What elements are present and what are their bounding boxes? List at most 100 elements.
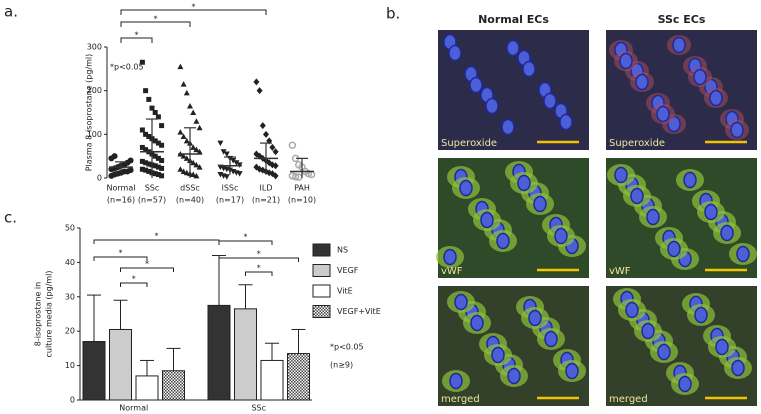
significance-bracket [120, 21, 191, 27]
point [146, 168, 152, 174]
point [190, 171, 197, 178]
point [196, 124, 203, 131]
y-tick-label: 40 [65, 258, 75, 267]
sample-size: (n=57) [138, 196, 166, 205]
nucleus [565, 362, 579, 380]
bar [234, 308, 257, 401]
point [159, 123, 165, 129]
nucleus [506, 39, 520, 57]
y-axis-label: culture media (pg/ml) [45, 270, 54, 357]
bar [287, 353, 310, 401]
point [146, 96, 152, 102]
y-axis-label: 8-isoprostane in [34, 282, 43, 346]
point [180, 133, 187, 140]
point [159, 165, 165, 171]
legend-label: VEGF [337, 266, 359, 275]
significance-label: * [145, 260, 149, 269]
column-title: Normal ECs [478, 13, 549, 26]
bar [162, 370, 185, 401]
channel-label: vWF [609, 266, 631, 277]
nucleus [715, 338, 729, 356]
nucleus [491, 346, 505, 364]
nucleus [448, 44, 462, 62]
point [217, 140, 224, 147]
point [190, 159, 197, 166]
y-tick-label: 300 [87, 43, 102, 52]
y-tick-label: 30 [65, 292, 75, 301]
point [193, 118, 200, 124]
annotation: *p<0.05 [110, 63, 144, 72]
nucleus [736, 245, 750, 263]
legend-swatch [312, 264, 331, 277]
x-tick-label: Normal [119, 404, 148, 413]
point [177, 63, 184, 70]
point [220, 149, 227, 155]
point [193, 146, 200, 153]
significance-bracket [120, 37, 153, 43]
nucleus [731, 359, 745, 377]
point [143, 147, 149, 153]
nucleus [554, 227, 568, 245]
point [159, 142, 165, 148]
point [143, 88, 149, 94]
channel-label: Superoxide [441, 138, 497, 149]
significance-label: * [132, 275, 136, 284]
sample-size: (n=16) [107, 196, 135, 205]
point [143, 131, 149, 137]
channel-label: merged [441, 394, 480, 405]
nucleus [667, 240, 681, 258]
nucleus [720, 224, 734, 242]
point [155, 164, 161, 170]
panel-label: c. [4, 209, 17, 227]
point [139, 144, 145, 150]
nucleus [646, 208, 660, 226]
point [139, 158, 145, 164]
sample-size: (n=10) [288, 196, 316, 205]
point [183, 89, 190, 96]
legend-label: NS [337, 246, 348, 255]
nucleus [517, 174, 531, 192]
x-tick-label: ILD [260, 184, 273, 193]
point [139, 59, 145, 65]
point [223, 174, 230, 180]
point [177, 129, 184, 135]
sample-size: (n=17) [216, 196, 244, 205]
point [196, 164, 203, 170]
channel-label: Superoxide [609, 138, 665, 149]
point [233, 160, 240, 166]
point [236, 171, 243, 177]
significance-bracket [218, 240, 273, 245]
y-axis-label: Plasma 8-isoprostane (pg/ml) [85, 54, 94, 172]
significance-bracket [93, 239, 220, 244]
y-tick-label: 10 [65, 361, 75, 370]
nucleus [528, 309, 542, 327]
nucleus [693, 68, 707, 86]
point [190, 109, 197, 115]
point [155, 155, 161, 161]
nucleus [630, 187, 644, 205]
significance-bracket [93, 256, 148, 261]
legend-label: VitE [337, 287, 353, 296]
significance-label: * [119, 249, 123, 258]
nucleus [449, 372, 463, 390]
point [304, 169, 313, 178]
point [253, 78, 260, 86]
x-tick-label: SSc [145, 184, 160, 193]
point [159, 158, 165, 164]
point [127, 167, 134, 174]
x-tick-label: PAH [294, 184, 310, 193]
point [288, 141, 297, 149]
y-tick-label: 20 [65, 327, 75, 336]
point [193, 172, 200, 179]
point [183, 137, 190, 144]
nucleus [459, 179, 473, 197]
point [223, 151, 230, 157]
significance-label: * [155, 232, 159, 241]
point [177, 166, 184, 172]
point [187, 102, 193, 109]
nucleus [709, 89, 723, 107]
nucleus [559, 113, 573, 131]
point [152, 163, 158, 169]
bar [260, 359, 284, 401]
annotation: (n≥9) [330, 361, 353, 370]
